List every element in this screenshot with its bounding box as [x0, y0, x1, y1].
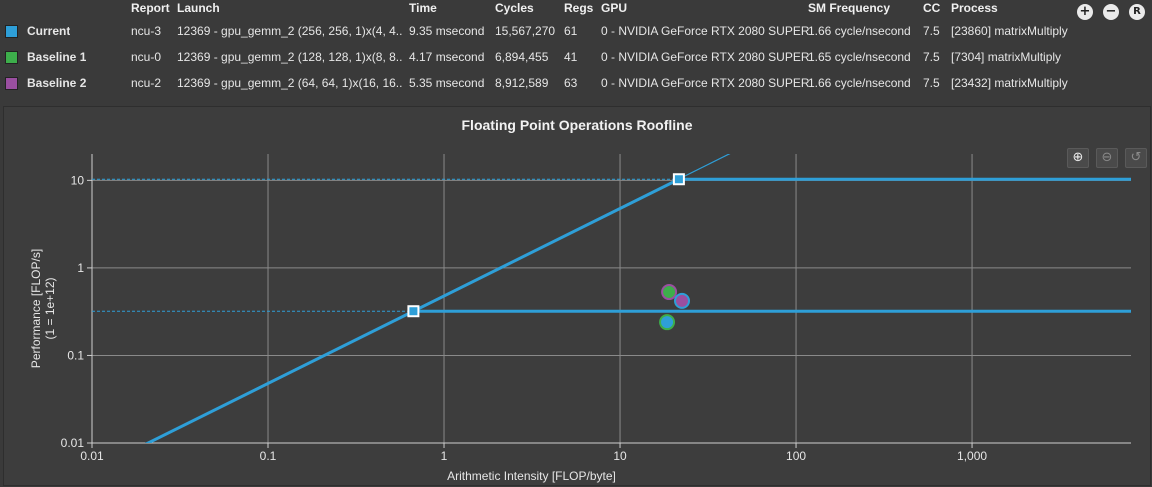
chart-title: Floating Point Operations Roofline [461, 117, 693, 133]
y-tick-label: 0.1 [67, 348, 84, 362]
row-cc: 7.5 [923, 24, 940, 38]
double-precision-ridge-marker [407, 305, 420, 318]
zoom-out-button[interactable]: ⊖ [1096, 148, 1118, 168]
y-axis-unit-label: (1 = 1e+12) [43, 277, 57, 339]
y-tick-label: 10 [71, 173, 85, 187]
row-gpu: 0 - NVIDIA GeForce RTX 2080 SUPER [601, 50, 810, 64]
color-swatch [5, 25, 18, 38]
data-point [659, 314, 676, 331]
header-time: Time [409, 1, 437, 15]
color-swatch [5, 77, 18, 90]
row-report: ncu-0 [131, 50, 162, 64]
row-launch: 12369 - gpu_gemm_2 (64, 64, 1)x(16, 16..… [177, 76, 402, 90]
reset-zoom-button[interactable]: ↺ [1125, 148, 1147, 168]
data-point [661, 284, 678, 301]
row-time: 4.17 msecond [409, 50, 485, 64]
y-tick-label: 0.01 [61, 436, 85, 450]
x-tick-label: 0.1 [260, 449, 277, 463]
row-report: ncu-3 [131, 24, 162, 38]
row-sm-frequency: 1.66 cycle/nsecond [808, 24, 911, 38]
row-report: ncu-2 [131, 76, 162, 90]
row-cc: 7.5 [923, 76, 940, 90]
row-regs: 61 [564, 24, 578, 38]
roofline-chart[interactable]: 0.01 0.1 1 10 100 1,000 0.01 0.1 1 10 Arithmetic I… [4, 107, 1150, 485]
row-gpu: 0 - NVIDIA GeForce RTX 2080 SUPER [601, 24, 810, 38]
color-swatch [5, 51, 18, 64]
row-cycles: 15,567,270 [495, 24, 556, 38]
single-precision-ridge-marker [672, 173, 685, 186]
roofline-group [92, 154, 1131, 443]
reset-baselines-button[interactable]: R [1129, 4, 1145, 20]
add-baseline-button[interactable]: + [1077, 4, 1093, 20]
x-tick-label: 1,000 [957, 449, 987, 463]
header-launch: Launch [177, 1, 220, 15]
row-cycles: 8,912,589 [495, 76, 549, 90]
row-time: 5.35 msecond [409, 76, 485, 90]
row-name: Current [27, 24, 71, 38]
row-name: Baseline 1 [27, 50, 87, 64]
roofline-chart-panel: Floating Point Operations Roofline ⊕ ⊖ ↺… [3, 106, 1151, 486]
row-name: Baseline 2 [27, 76, 87, 90]
header-cc: CC [923, 1, 941, 15]
x-tick-label: 1 [441, 449, 448, 463]
header-process: Process [951, 1, 998, 15]
row-cycles: 6,894,455 [495, 50, 549, 64]
row-sm-frequency: 1.66 cycle/nsecond [808, 76, 911, 90]
y-axis-label: Performance [FLOP/s] [29, 249, 43, 368]
x-tick-label: 0.01 [80, 449, 104, 463]
x-tick-label: 10 [613, 449, 627, 463]
y-tick-label: 1 [77, 261, 84, 275]
row-time: 9.35 msecond [409, 24, 485, 38]
header-gpu: GPU [601, 1, 628, 15]
data-point [674, 292, 691, 309]
row-gpu: 0 - NVIDIA GeForce RTX 2080 SUPER [601, 76, 810, 90]
header-regs: Regs [564, 1, 594, 15]
header-report: Report [131, 1, 170, 15]
row-process: [7304] matrixMultiply [951, 50, 1062, 64]
results-table: Report Launch Time Cycles Regs GPU SM Fr… [0, 0, 1152, 104]
remove-baseline-button[interactable]: − [1103, 4, 1119, 20]
header-cycles: Cycles [495, 1, 534, 15]
x-axis-label: Arithmetic Intensity [FLOP/byte] [447, 469, 616, 483]
bandwidth-extension-line [678, 154, 731, 180]
row-process: [23860] matrixMultiply [951, 24, 1068, 38]
row-regs: 41 [564, 50, 578, 64]
row-process: [23432] matrixMultiply [951, 76, 1068, 90]
row-sm-frequency: 1.65 cycle/nsecond [808, 50, 911, 64]
row-launch: 12369 - gpu_gemm_2 (256, 256, 1)x(4, 4..… [177, 24, 402, 38]
row-cc: 7.5 [923, 50, 940, 64]
memory-bandwidth-roof [144, 177, 680, 443]
zoom-in-button[interactable]: ⊕ [1067, 148, 1089, 168]
row-regs: 63 [564, 76, 578, 90]
header-sm-frequency: SM Frequency [808, 1, 891, 15]
x-tick-label: 100 [786, 449, 806, 463]
row-launch: 12369 - gpu_gemm_2 (128, 128, 1)x(8, 8..… [177, 50, 402, 64]
